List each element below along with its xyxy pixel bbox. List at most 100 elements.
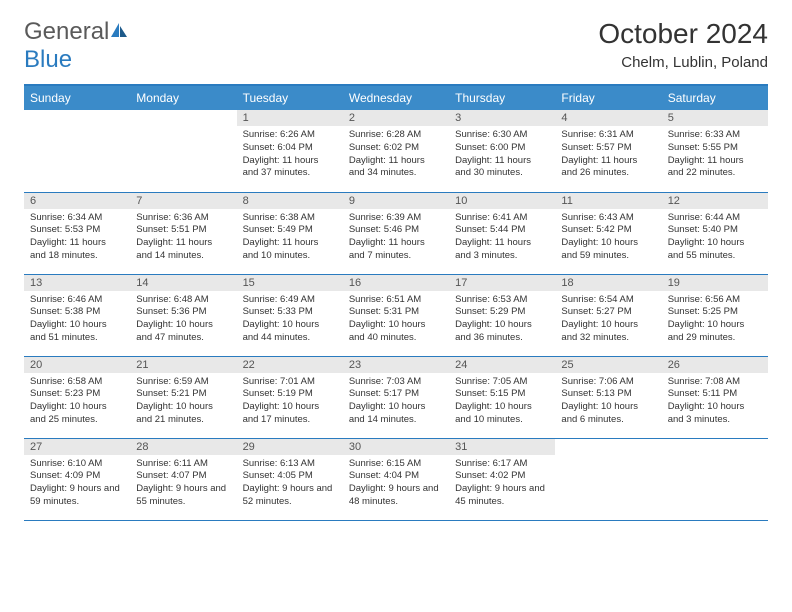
calendar-cell: 27Sunrise: 6:10 AMSunset: 4:09 PMDayligh…	[24, 438, 130, 520]
day-number: 31	[449, 439, 555, 455]
day-number: 28	[130, 439, 236, 455]
day-details: Sunrise: 6:15 AMSunset: 4:04 PMDaylight:…	[343, 455, 449, 513]
day-number: 25	[555, 357, 661, 373]
calendar-week: 1Sunrise: 6:26 AMSunset: 6:04 PMDaylight…	[24, 110, 768, 192]
calendar-cell: 18Sunrise: 6:54 AMSunset: 5:27 PMDayligh…	[555, 274, 661, 356]
calendar-cell	[555, 438, 661, 520]
day-number: 13	[24, 275, 130, 291]
calendar-cell: 24Sunrise: 7:05 AMSunset: 5:15 PMDayligh…	[449, 356, 555, 438]
calendar-cell: 3Sunrise: 6:30 AMSunset: 6:00 PMDaylight…	[449, 110, 555, 192]
header: GeneralBlue October 2024 Chelm, Lublin, …	[24, 18, 768, 74]
calendar-cell: 19Sunrise: 6:56 AMSunset: 5:25 PMDayligh…	[662, 274, 768, 356]
day-details: Sunrise: 6:48 AMSunset: 5:36 PMDaylight:…	[130, 291, 236, 349]
day-details: Sunrise: 7:01 AMSunset: 5:19 PMDaylight:…	[237, 373, 343, 431]
day-number: 22	[237, 357, 343, 373]
day-details: Sunrise: 6:49 AMSunset: 5:33 PMDaylight:…	[237, 291, 343, 349]
day-details: Sunrise: 7:03 AMSunset: 5:17 PMDaylight:…	[343, 373, 449, 431]
day-details: Sunrise: 6:17 AMSunset: 4:02 PMDaylight:…	[449, 455, 555, 513]
day-details: Sunrise: 6:51 AMSunset: 5:31 PMDaylight:…	[343, 291, 449, 349]
calendar-cell: 12Sunrise: 6:44 AMSunset: 5:40 PMDayligh…	[662, 192, 768, 274]
calendar-cell: 10Sunrise: 6:41 AMSunset: 5:44 PMDayligh…	[449, 192, 555, 274]
day-number: 1	[237, 110, 343, 126]
day-number: 18	[555, 275, 661, 291]
calendar-cell: 14Sunrise: 6:48 AMSunset: 5:36 PMDayligh…	[130, 274, 236, 356]
day-number: 12	[662, 193, 768, 209]
calendar-cell	[662, 438, 768, 520]
day-number: 15	[237, 275, 343, 291]
day-details: Sunrise: 6:28 AMSunset: 6:02 PMDaylight:…	[343, 126, 449, 184]
day-details: Sunrise: 6:33 AMSunset: 5:55 PMDaylight:…	[662, 126, 768, 184]
calendar-cell: 16Sunrise: 6:51 AMSunset: 5:31 PMDayligh…	[343, 274, 449, 356]
day-number: 19	[662, 275, 768, 291]
day-details: Sunrise: 6:44 AMSunset: 5:40 PMDaylight:…	[662, 209, 768, 267]
calendar-cell: 5Sunrise: 6:33 AMSunset: 5:55 PMDaylight…	[662, 110, 768, 192]
calendar-cell: 21Sunrise: 6:59 AMSunset: 5:21 PMDayligh…	[130, 356, 236, 438]
calendar-week: 13Sunrise: 6:46 AMSunset: 5:38 PMDayligh…	[24, 274, 768, 356]
day-details: Sunrise: 6:53 AMSunset: 5:29 PMDaylight:…	[449, 291, 555, 349]
day-number: 2	[343, 110, 449, 126]
calendar-cell: 30Sunrise: 6:15 AMSunset: 4:04 PMDayligh…	[343, 438, 449, 520]
calendar-cell: 28Sunrise: 6:11 AMSunset: 4:07 PMDayligh…	[130, 438, 236, 520]
day-details: Sunrise: 6:13 AMSunset: 4:05 PMDaylight:…	[237, 455, 343, 513]
calendar-cell: 26Sunrise: 7:08 AMSunset: 5:11 PMDayligh…	[662, 356, 768, 438]
calendar-cell: 11Sunrise: 6:43 AMSunset: 5:42 PMDayligh…	[555, 192, 661, 274]
day-details: Sunrise: 6:43 AMSunset: 5:42 PMDaylight:…	[555, 209, 661, 267]
day-details: Sunrise: 6:26 AMSunset: 6:04 PMDaylight:…	[237, 126, 343, 184]
calendar-cell	[24, 110, 130, 192]
day-details: Sunrise: 7:05 AMSunset: 5:15 PMDaylight:…	[449, 373, 555, 431]
day-header: Friday	[555, 85, 661, 110]
logo: GeneralBlue	[24, 18, 129, 74]
day-header: Wednesday	[343, 85, 449, 110]
day-details: Sunrise: 6:41 AMSunset: 5:44 PMDaylight:…	[449, 209, 555, 267]
day-number: 20	[24, 357, 130, 373]
day-header: Tuesday	[237, 85, 343, 110]
day-number: 23	[343, 357, 449, 373]
calendar-cell: 13Sunrise: 6:46 AMSunset: 5:38 PMDayligh…	[24, 274, 130, 356]
day-details: Sunrise: 6:31 AMSunset: 5:57 PMDaylight:…	[555, 126, 661, 184]
day-number: 4	[555, 110, 661, 126]
day-details: Sunrise: 6:34 AMSunset: 5:53 PMDaylight:…	[24, 209, 130, 267]
calendar-cell	[130, 110, 236, 192]
day-details: Sunrise: 6:58 AMSunset: 5:23 PMDaylight:…	[24, 373, 130, 431]
day-header-row: SundayMondayTuesdayWednesdayThursdayFrid…	[24, 85, 768, 110]
day-details: Sunrise: 7:06 AMSunset: 5:13 PMDaylight:…	[555, 373, 661, 431]
calendar-cell: 8Sunrise: 6:38 AMSunset: 5:49 PMDaylight…	[237, 192, 343, 274]
calendar-body: 1Sunrise: 6:26 AMSunset: 6:04 PMDaylight…	[24, 110, 768, 520]
logo-part2: Blue	[24, 46, 72, 73]
calendar-cell: 23Sunrise: 7:03 AMSunset: 5:17 PMDayligh…	[343, 356, 449, 438]
day-number: 7	[130, 193, 236, 209]
day-header: Saturday	[662, 85, 768, 110]
day-header: Monday	[130, 85, 236, 110]
day-details: Sunrise: 6:46 AMSunset: 5:38 PMDaylight:…	[24, 291, 130, 349]
day-number: 26	[662, 357, 768, 373]
calendar-cell: 4Sunrise: 6:31 AMSunset: 5:57 PMDaylight…	[555, 110, 661, 192]
calendar-head: SundayMondayTuesdayWednesdayThursdayFrid…	[24, 85, 768, 110]
calendar-cell: 7Sunrise: 6:36 AMSunset: 5:51 PMDaylight…	[130, 192, 236, 274]
calendar-cell: 20Sunrise: 6:58 AMSunset: 5:23 PMDayligh…	[24, 356, 130, 438]
day-number: 9	[343, 193, 449, 209]
day-details: Sunrise: 6:30 AMSunset: 6:00 PMDaylight:…	[449, 126, 555, 184]
day-details: Sunrise: 6:10 AMSunset: 4:09 PMDaylight:…	[24, 455, 130, 513]
calendar-cell: 2Sunrise: 6:28 AMSunset: 6:02 PMDaylight…	[343, 110, 449, 192]
day-details: Sunrise: 6:39 AMSunset: 5:46 PMDaylight:…	[343, 209, 449, 267]
day-details: Sunrise: 6:38 AMSunset: 5:49 PMDaylight:…	[237, 209, 343, 267]
day-number: 17	[449, 275, 555, 291]
calendar-week: 6Sunrise: 6:34 AMSunset: 5:53 PMDaylight…	[24, 192, 768, 274]
calendar-cell: 29Sunrise: 6:13 AMSunset: 4:05 PMDayligh…	[237, 438, 343, 520]
logo-text: GeneralBlue	[24, 18, 129, 74]
calendar-cell: 15Sunrise: 6:49 AMSunset: 5:33 PMDayligh…	[237, 274, 343, 356]
calendar-cell: 25Sunrise: 7:06 AMSunset: 5:13 PMDayligh…	[555, 356, 661, 438]
month-title: October 2024	[598, 18, 768, 50]
day-details: Sunrise: 6:11 AMSunset: 4:07 PMDaylight:…	[130, 455, 236, 513]
day-number: 8	[237, 193, 343, 209]
day-number: 14	[130, 275, 236, 291]
calendar-week: 20Sunrise: 6:58 AMSunset: 5:23 PMDayligh…	[24, 356, 768, 438]
logo-part1: General	[24, 18, 109, 45]
day-number: 27	[24, 439, 130, 455]
calendar-cell: 17Sunrise: 6:53 AMSunset: 5:29 PMDayligh…	[449, 274, 555, 356]
calendar-cell: 1Sunrise: 6:26 AMSunset: 6:04 PMDaylight…	[237, 110, 343, 192]
day-number: 10	[449, 193, 555, 209]
day-details: Sunrise: 6:59 AMSunset: 5:21 PMDaylight:…	[130, 373, 236, 431]
sail-icon	[109, 21, 129, 39]
day-details: Sunrise: 7:08 AMSunset: 5:11 PMDaylight:…	[662, 373, 768, 431]
